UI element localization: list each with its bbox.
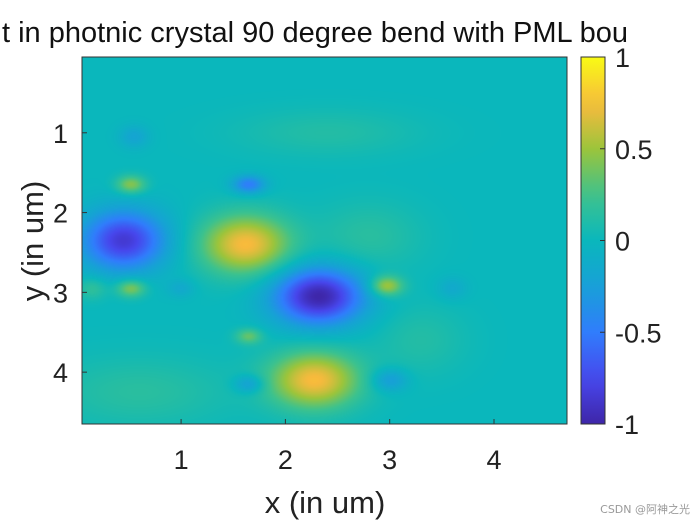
plot-frame	[81, 56, 568, 425]
colorbar-tick-label: 0	[615, 227, 630, 257]
x-tick-label: 4	[486, 445, 501, 475]
heatmap-field	[82, 57, 567, 424]
colorbar-ticks: 1 0.5 0 -0.5 -1	[600, 43, 662, 440]
x-tick-label: 3	[382, 445, 397, 475]
colorbar-tick-label: 0.5	[615, 135, 653, 165]
chart-title: t in photnic crystal 90 degree bend with…	[2, 17, 628, 49]
y-tick-label: 4	[53, 358, 68, 388]
x-axis-label: x (in um)	[265, 485, 386, 520]
watermark: CSDN @阿神之光	[600, 503, 690, 516]
x-tick-label: 2	[278, 445, 293, 475]
y-tick-label: 2	[53, 199, 68, 229]
colorbar-tick-label: 1	[615, 43, 630, 73]
y-axis-ticks: 1 2 3 4	[53, 119, 87, 388]
colorbar: 1 0.5 0 -0.5 -1	[580, 43, 662, 440]
y-tick-label: 3	[53, 278, 68, 308]
x-tick-label: 1	[174, 445, 189, 475]
x-axis-ticks: 1 2 3 4	[174, 419, 502, 475]
colorbar-tick-label: -1	[615, 410, 639, 440]
y-axis-label: y (in um)	[15, 181, 50, 302]
colorbar-tick-label: -0.5	[615, 318, 662, 348]
plot-area: 1 2 3 4 1 2 3 4	[53, 56, 568, 475]
y-tick-label: 1	[53, 119, 68, 149]
